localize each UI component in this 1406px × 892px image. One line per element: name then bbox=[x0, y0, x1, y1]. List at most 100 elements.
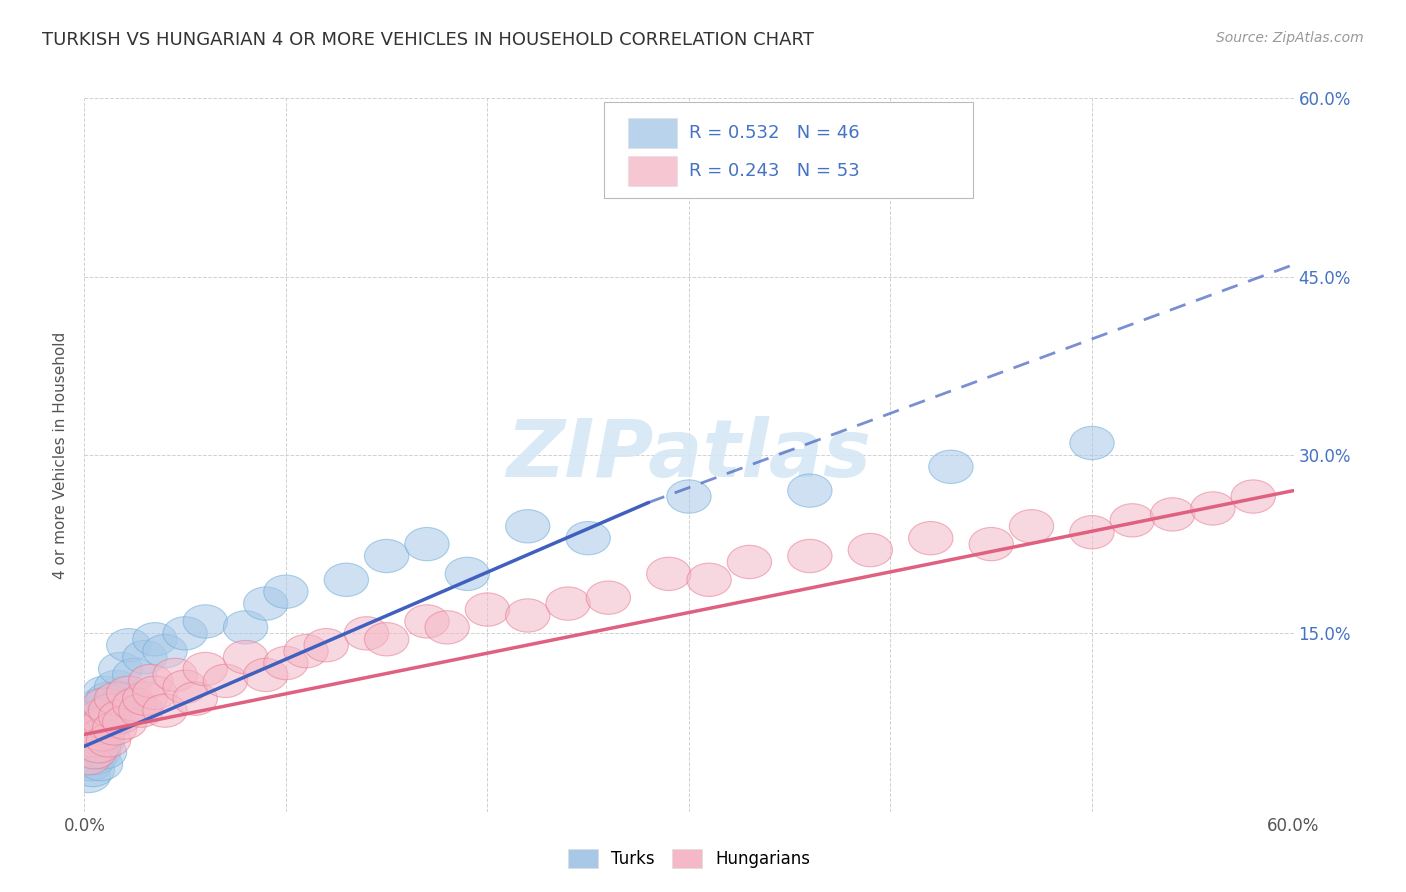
Ellipse shape bbox=[118, 694, 163, 727]
Ellipse shape bbox=[94, 670, 139, 704]
Ellipse shape bbox=[72, 741, 117, 775]
Ellipse shape bbox=[122, 640, 167, 673]
FancyBboxPatch shape bbox=[605, 102, 973, 198]
Ellipse shape bbox=[183, 605, 228, 638]
Ellipse shape bbox=[163, 616, 207, 650]
Ellipse shape bbox=[1232, 480, 1275, 513]
Ellipse shape bbox=[72, 712, 117, 745]
Ellipse shape bbox=[69, 736, 112, 769]
Text: Source: ZipAtlas.com: Source: ZipAtlas.com bbox=[1216, 31, 1364, 45]
Ellipse shape bbox=[89, 694, 132, 727]
Ellipse shape bbox=[143, 694, 187, 727]
Ellipse shape bbox=[787, 540, 832, 573]
Ellipse shape bbox=[446, 558, 489, 591]
Ellipse shape bbox=[75, 700, 118, 733]
Ellipse shape bbox=[75, 730, 118, 763]
Ellipse shape bbox=[75, 712, 118, 745]
Ellipse shape bbox=[506, 599, 550, 632]
Ellipse shape bbox=[183, 652, 228, 686]
Ellipse shape bbox=[567, 522, 610, 555]
Ellipse shape bbox=[103, 706, 146, 739]
Ellipse shape bbox=[325, 563, 368, 597]
Ellipse shape bbox=[129, 665, 173, 698]
Ellipse shape bbox=[163, 670, 207, 704]
Ellipse shape bbox=[908, 522, 953, 555]
Ellipse shape bbox=[364, 623, 409, 656]
Ellipse shape bbox=[243, 587, 288, 620]
Y-axis label: 4 or more Vehicles in Household: 4 or more Vehicles in Household bbox=[53, 331, 69, 579]
Bar bbox=[628, 118, 676, 148]
Ellipse shape bbox=[83, 706, 127, 739]
Ellipse shape bbox=[666, 480, 711, 513]
Ellipse shape bbox=[364, 540, 409, 573]
Ellipse shape bbox=[86, 723, 131, 757]
Ellipse shape bbox=[204, 665, 247, 698]
Ellipse shape bbox=[1150, 498, 1195, 531]
Ellipse shape bbox=[93, 688, 136, 722]
Ellipse shape bbox=[83, 676, 127, 709]
Ellipse shape bbox=[465, 593, 509, 626]
Ellipse shape bbox=[1010, 509, 1053, 543]
Ellipse shape bbox=[969, 527, 1014, 561]
Ellipse shape bbox=[304, 629, 349, 662]
Ellipse shape bbox=[224, 611, 267, 644]
Ellipse shape bbox=[143, 634, 187, 668]
Ellipse shape bbox=[284, 634, 328, 668]
Ellipse shape bbox=[224, 640, 267, 673]
Ellipse shape bbox=[79, 688, 122, 722]
Ellipse shape bbox=[132, 676, 177, 709]
Ellipse shape bbox=[80, 718, 125, 751]
Ellipse shape bbox=[66, 759, 111, 793]
Ellipse shape bbox=[80, 694, 125, 727]
Ellipse shape bbox=[425, 611, 470, 644]
Text: TURKISH VS HUNGARIAN 4 OR MORE VEHICLES IN HOUSEHOLD CORRELATION CHART: TURKISH VS HUNGARIAN 4 OR MORE VEHICLES … bbox=[42, 31, 814, 49]
Ellipse shape bbox=[112, 658, 157, 691]
Ellipse shape bbox=[647, 558, 690, 591]
Ellipse shape bbox=[122, 682, 167, 715]
Ellipse shape bbox=[86, 682, 131, 715]
Ellipse shape bbox=[76, 736, 121, 769]
Ellipse shape bbox=[546, 587, 591, 620]
Ellipse shape bbox=[787, 474, 832, 508]
Ellipse shape bbox=[80, 723, 125, 757]
Ellipse shape bbox=[848, 533, 893, 566]
Text: ZIPatlas: ZIPatlas bbox=[506, 416, 872, 494]
Ellipse shape bbox=[70, 723, 115, 757]
Text: R = 0.532   N = 46: R = 0.532 N = 46 bbox=[689, 124, 859, 142]
Ellipse shape bbox=[76, 730, 121, 763]
Ellipse shape bbox=[153, 658, 197, 691]
Ellipse shape bbox=[264, 575, 308, 608]
Ellipse shape bbox=[98, 700, 143, 733]
Ellipse shape bbox=[98, 652, 143, 686]
Ellipse shape bbox=[586, 581, 630, 615]
Ellipse shape bbox=[83, 712, 127, 745]
Ellipse shape bbox=[94, 682, 139, 715]
Ellipse shape bbox=[112, 688, 157, 722]
Ellipse shape bbox=[1111, 504, 1154, 537]
Ellipse shape bbox=[93, 712, 136, 745]
Ellipse shape bbox=[76, 718, 121, 751]
Ellipse shape bbox=[506, 509, 550, 543]
Ellipse shape bbox=[107, 629, 150, 662]
Ellipse shape bbox=[132, 623, 177, 656]
Ellipse shape bbox=[107, 676, 150, 709]
Ellipse shape bbox=[243, 658, 288, 691]
Ellipse shape bbox=[89, 706, 132, 739]
Ellipse shape bbox=[103, 682, 146, 715]
Ellipse shape bbox=[688, 563, 731, 597]
Ellipse shape bbox=[66, 741, 111, 775]
Ellipse shape bbox=[79, 700, 122, 733]
Text: R = 0.243   N = 53: R = 0.243 N = 53 bbox=[689, 162, 859, 180]
Ellipse shape bbox=[69, 747, 112, 780]
Ellipse shape bbox=[173, 682, 218, 715]
Ellipse shape bbox=[70, 723, 115, 757]
Legend: Turks, Hungarians: Turks, Hungarians bbox=[561, 842, 817, 875]
Ellipse shape bbox=[79, 706, 122, 739]
Ellipse shape bbox=[84, 700, 129, 733]
Ellipse shape bbox=[405, 605, 449, 638]
Ellipse shape bbox=[929, 450, 973, 483]
Ellipse shape bbox=[72, 736, 117, 769]
Ellipse shape bbox=[727, 545, 772, 579]
Ellipse shape bbox=[264, 647, 308, 680]
Bar bbox=[628, 156, 676, 186]
